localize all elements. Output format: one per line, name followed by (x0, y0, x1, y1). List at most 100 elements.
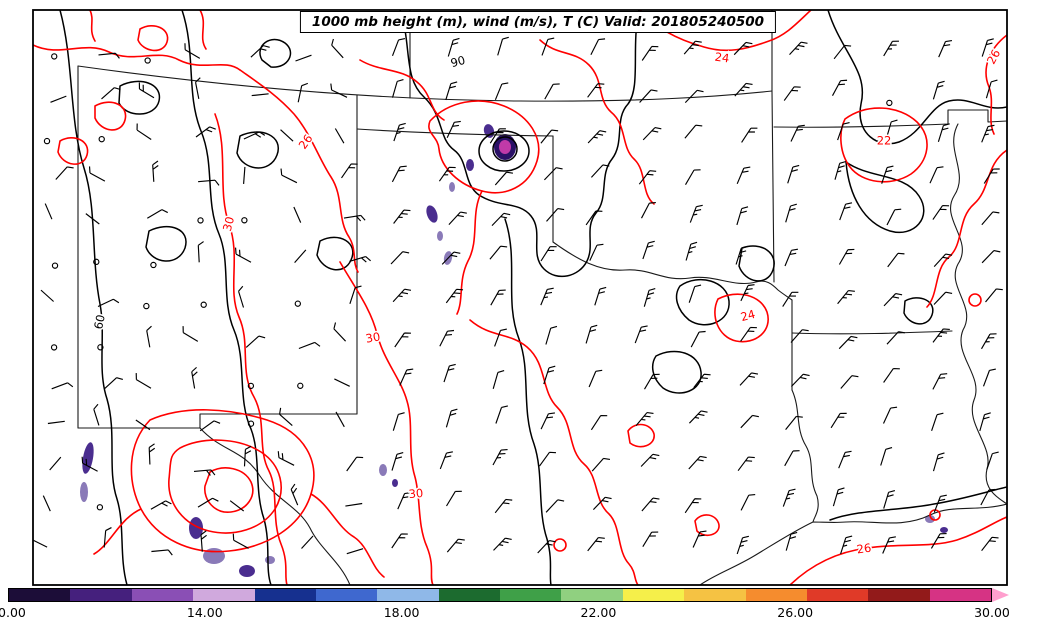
wind-barb-icon (932, 205, 950, 220)
wind-barb-icon (138, 82, 155, 99)
wind-barb-icon (343, 214, 366, 222)
wind-barb-icon (932, 80, 945, 100)
colorbar (8, 588, 992, 602)
calm-wind-icon (294, 300, 301, 307)
calm-wind-icon (241, 217, 248, 224)
height-contours (59, 10, 1007, 585)
wind-barb-icon (688, 455, 707, 470)
wind-barb-icon (785, 531, 798, 551)
wind-barb-icon (684, 89, 704, 103)
wind-barb-icon (785, 203, 797, 223)
wind-barb-icon (986, 451, 999, 470)
wind-barb-icon (146, 325, 152, 348)
wind-barb-icon (736, 206, 749, 226)
wind-barb-icon (135, 373, 152, 389)
colorbar-tick-label: 14.00 (186, 605, 223, 620)
wind-barb-icon (491, 212, 511, 226)
wind-barb-icon (243, 166, 246, 184)
wind-barb-icon (886, 208, 902, 226)
wind-barb-icon (446, 120, 461, 138)
wind-barb-icon (495, 405, 508, 424)
contour-label: 30 (220, 215, 237, 233)
wind-barb-icon (539, 451, 557, 467)
wind-barb-icon (101, 87, 121, 100)
wind-barb-icon (982, 368, 996, 387)
wind-barb-icon (932, 328, 950, 343)
colorbar-tick-label: 30.00 (974, 605, 1010, 620)
wind-barb-icon (980, 488, 996, 506)
wind-barb-icon (245, 335, 266, 348)
calm-wind-icon (247, 382, 255, 390)
wind-barb-icon (135, 419, 151, 431)
colorbar-segment (684, 589, 746, 601)
wind-barb-icon (293, 206, 302, 223)
wind-barb-icon (297, 82, 309, 103)
colorbar-segment (806, 589, 869, 601)
wind-barb-icon (588, 369, 603, 388)
wind-barb-icon (399, 368, 414, 386)
wind-barb-icon (393, 122, 406, 142)
wind-barb-icon (543, 167, 563, 181)
wind-barb-icon (883, 367, 900, 383)
wind-barb-icon (985, 79, 998, 99)
wind-barb-icon (585, 210, 603, 226)
wind-barb-icon (840, 535, 853, 555)
calm-wind-icon (297, 382, 304, 389)
colorbar-segment (254, 589, 316, 601)
wind-barbs (33, 36, 1003, 556)
wind-barb-icon (232, 533, 249, 549)
calm-wind-icon (150, 261, 157, 269)
wind-barb-icon (640, 202, 656, 219)
plot-title: 1000 mb height (m), wind (m/s), T (C) Va… (299, 11, 777, 33)
calm-wind-icon (50, 344, 58, 351)
wind-barb-icon (494, 328, 507, 347)
wind-barb-icon (334, 128, 345, 144)
wind-barb-icon (592, 496, 612, 510)
wind-barb-icon (684, 124, 703, 139)
wind-barb-icon (391, 533, 408, 549)
wind-barb-icon (445, 288, 464, 304)
wind-barb-icon (838, 248, 855, 265)
wind-barb-icon (490, 289, 506, 306)
shaded-area (449, 182, 455, 192)
wind-barb-icon (85, 213, 100, 225)
wind-barb-icon (734, 82, 753, 97)
colorbar-segment (745, 589, 807, 601)
wind-barb-icon (882, 406, 898, 424)
wind-barb-icon (643, 287, 656, 307)
wind-barb-icon (883, 489, 896, 509)
wind-barb-icon (685, 241, 698, 261)
wind-barb-icon (693, 373, 711, 389)
calm-wind-icon (886, 99, 893, 107)
wind-barb-icon (837, 289, 855, 305)
wind-barb-icon (390, 251, 410, 265)
calm-wind-icon (43, 137, 51, 145)
wind-barb-icon (391, 452, 404, 471)
wind-barb-icon (690, 330, 706, 348)
wind-barb-icon (540, 412, 555, 430)
contour-label: 60 (91, 313, 108, 330)
colorbar-segment (315, 589, 378, 601)
wind-barb-icon (634, 325, 648, 344)
wind-barb-icon (147, 209, 168, 219)
wind-barb-icon (229, 500, 245, 512)
wind-barb-icon (50, 95, 67, 103)
wind-barb-icon (489, 245, 508, 260)
wind-barb-icon (882, 536, 896, 554)
wind-barb-icon (238, 285, 245, 308)
shaded-area (437, 231, 443, 241)
wind-barb-icon (44, 203, 53, 220)
wind-barb-icon (790, 373, 810, 387)
colorbar-segment (929, 589, 991, 601)
wind-barb-icon (198, 179, 220, 186)
wind-barb-icon (541, 37, 555, 56)
wind-barb-icon (591, 457, 611, 472)
wind-barb-icon (840, 375, 859, 389)
colorbar-tick-label: 26.00 (777, 605, 814, 620)
wind-barb-icon (832, 487, 845, 507)
wind-barb-icon (635, 411, 654, 426)
wind-barb-icon (638, 170, 657, 185)
wind-barb-icon (885, 119, 898, 139)
wind-barb-icon (448, 211, 467, 225)
wind-barb-icon (983, 168, 1000, 184)
